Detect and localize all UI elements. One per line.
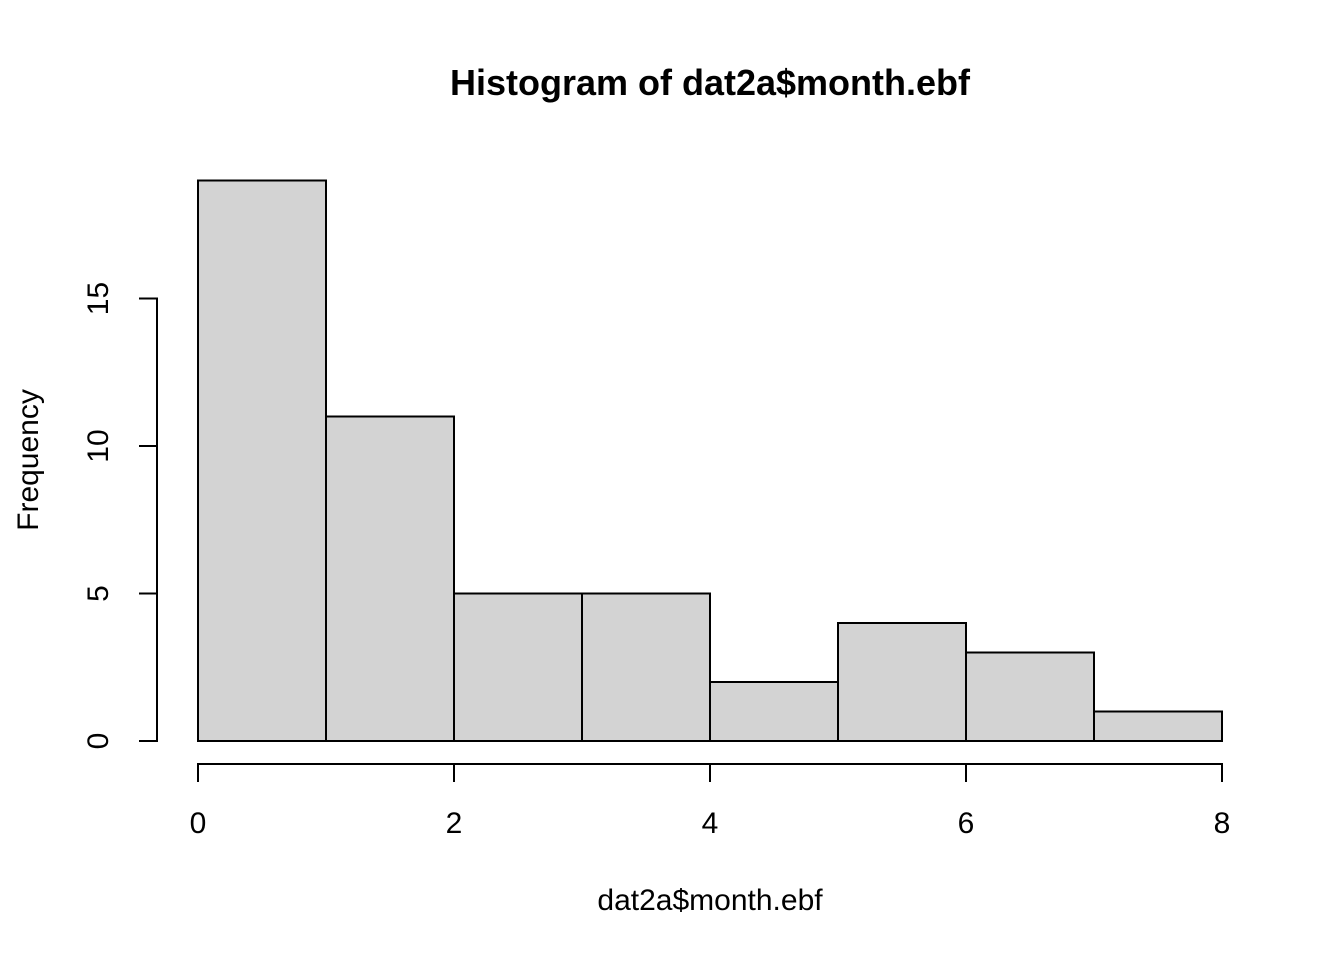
- y-tick-label: 0: [82, 733, 115, 750]
- histogram-bar: [197, 179, 327, 742]
- x-tick-label: 6: [958, 807, 975, 840]
- x-tick-label: 4: [702, 807, 719, 840]
- x-tick-label: 0: [190, 807, 207, 840]
- histogram-bar: [709, 681, 839, 742]
- bars-group: [197, 179, 1223, 742]
- histogram-bar: [965, 651, 1095, 742]
- histogram-bar: [1093, 710, 1223, 742]
- histogram-bar: [325, 415, 455, 742]
- y-axis-label: Frequency: [12, 389, 45, 531]
- histogram-bar: [837, 622, 967, 742]
- x-tick-label: 2: [446, 807, 463, 840]
- y-tick-label: 5: [82, 585, 115, 602]
- histogram-bar: [581, 592, 711, 742]
- x-axis-label: dat2a$month.ebf: [597, 884, 823, 917]
- axes-group: 0 5 10 15 0 2 4 6 8: [82, 282, 1230, 840]
- chart-title: Histogram of dat2a$month.ebf: [450, 62, 971, 103]
- x-tick-label: 8: [1214, 807, 1231, 840]
- y-tick-label: 10: [82, 429, 115, 462]
- histogram-bar: [453, 592, 583, 742]
- y-tick-label: 15: [82, 282, 115, 315]
